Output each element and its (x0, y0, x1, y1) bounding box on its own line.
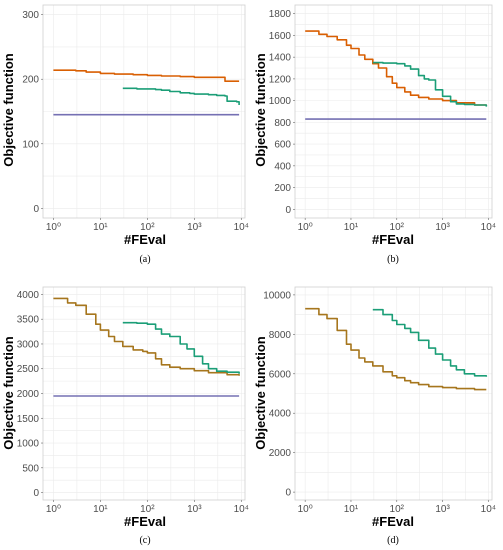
x-tick-label: 10¹ (344, 222, 359, 233)
y-tick-label: 2000 (269, 448, 292, 459)
x-tick-label: 10⁰ (298, 504, 313, 515)
x-tick-label: 10¹ (344, 504, 359, 515)
x-tick-label: 10⁰ (46, 222, 61, 233)
x-tick-label: 10² (140, 504, 155, 515)
series-line-1 (305, 30, 488, 107)
y-tick-label: 4000 (269, 409, 292, 420)
y-tick-label: 3000 (17, 339, 40, 350)
y-tick-label: 1000 (17, 439, 40, 450)
y-tick-label: 0 (285, 488, 291, 499)
y-tick-label: 0 (33, 204, 39, 215)
y-tick-label: 1500 (17, 414, 40, 425)
y-axis-title: Objective function (1, 53, 16, 166)
y-tick-label: 300 (22, 10, 39, 21)
chart-panel-2: 0 200 400 600 800 1000 1200 1400 1600 1800 10⁰ 10¹ 1… (253, 4, 496, 265)
y-tick-label: 200 (274, 183, 291, 194)
y-axis-title: Objective function (253, 336, 268, 449)
x-axis-title: #FEval (124, 514, 166, 529)
y-tick-label: 1200 (269, 74, 292, 85)
chart-panel-3: 0 500 1000 1500 2000 2500 3000 3500 4000 10⁰ 10¹ 10… (1, 286, 249, 546)
panel-caption: (a) (139, 254, 150, 265)
x-tick-label: 10¹ (93, 504, 108, 515)
y-tick-label: 0 (285, 205, 291, 216)
x-tick-label: 10³ (187, 222, 202, 233)
y-tick-label: 1600 (269, 31, 292, 42)
series-line-1 (53, 69, 240, 82)
chart-panel-4: 0 2000 4000 6000 8000 10000 10⁰ 10¹ 10² 10³ 10⁴ #FE… (253, 286, 496, 546)
y-tick-label: 1000 (269, 96, 292, 107)
series-line-1 (305, 307, 487, 391)
x-tick-label: 10² (140, 222, 155, 233)
x-tick-label: 10³ (435, 504, 450, 515)
x-tick-label: 10³ (435, 222, 450, 233)
y-tick-label: 500 (22, 463, 39, 474)
y-tick-label: 800 (274, 118, 291, 129)
plot-frame (294, 286, 493, 501)
y-tick-label: 0 (33, 488, 39, 499)
chart-panel-1: 0 100 200 300 10⁰ 10¹ 10² 10³ 10⁴ #FEval Objective… (1, 4, 249, 265)
x-tick-label: 10² (390, 504, 405, 515)
x-axis-title: #FEval (124, 232, 166, 247)
y-tick-label: 4000 (17, 290, 40, 301)
y-tick-label: 600 (274, 140, 291, 151)
plot-frame (42, 4, 246, 219)
x-tick-label: 10⁰ (298, 222, 313, 233)
panel-caption: (d) (387, 535, 399, 546)
series-line-1 (53, 297, 240, 376)
y-tick-label: 10000 (263, 290, 291, 301)
y-tick-label: 2500 (17, 364, 40, 375)
y-axis-title: Objective function (1, 336, 16, 449)
x-tick-label: 10⁴ (481, 222, 496, 233)
y-tick-label: 400 (274, 161, 291, 172)
y-tick-label: 100 (22, 139, 39, 150)
y-tick-label: 8000 (269, 330, 292, 341)
x-axis-title: #FEval (372, 514, 414, 529)
x-tick-label: 10¹ (93, 222, 108, 233)
y-tick-label: 1400 (269, 53, 292, 64)
x-tick-label: 10⁰ (46, 504, 61, 515)
x-tick-label: 10⁴ (234, 222, 249, 233)
y-tick-label: 200 (22, 75, 39, 86)
series-line-2 (122, 321, 240, 374)
y-tick-label: 1800 (269, 9, 292, 20)
x-tick-label: 10⁴ (234, 504, 249, 515)
y-tick-label: 3500 (17, 315, 40, 326)
y-axis-title: Objective function (253, 53, 268, 166)
y-tick-label: 2000 (17, 389, 40, 400)
x-axis-title: #FEval (372, 232, 414, 247)
x-tick-label: 10² (390, 222, 405, 233)
plot-frame (294, 4, 493, 219)
y-tick-label: 6000 (269, 369, 292, 380)
panel-caption: (b) (387, 254, 399, 265)
series-line-2 (372, 61, 488, 107)
series-line-2 (122, 87, 240, 105)
panel-caption: (c) (139, 535, 150, 546)
x-tick-label: 10⁴ (481, 504, 496, 515)
x-tick-label: 10³ (187, 504, 202, 515)
series-line-2 (372, 308, 488, 377)
